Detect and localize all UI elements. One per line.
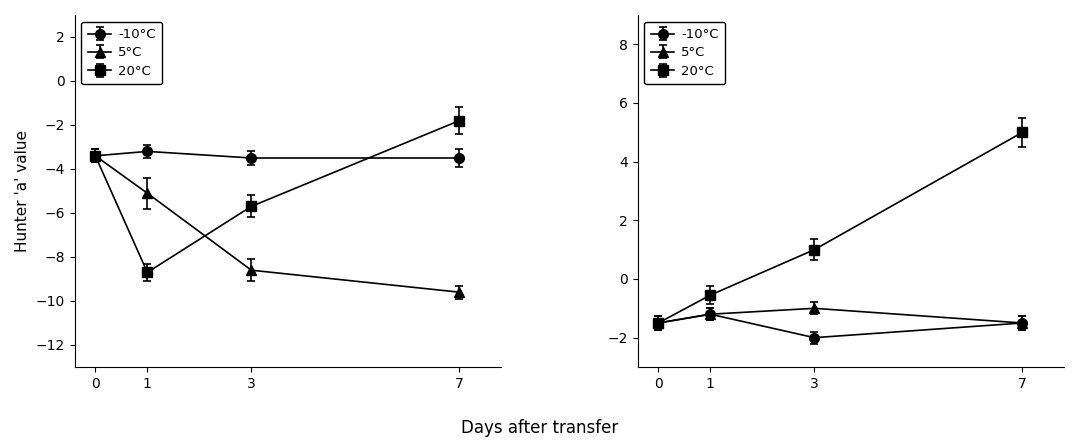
Text: Days after transfer: Days after transfer	[461, 419, 618, 437]
Legend: -10°C, 5°C, 20°C: -10°C, 5°C, 20°C	[644, 22, 725, 84]
Y-axis label: Hunter 'a' value: Hunter 'a' value	[15, 130, 30, 252]
Legend: -10°C, 5°C, 20°C: -10°C, 5°C, 20°C	[81, 22, 162, 84]
